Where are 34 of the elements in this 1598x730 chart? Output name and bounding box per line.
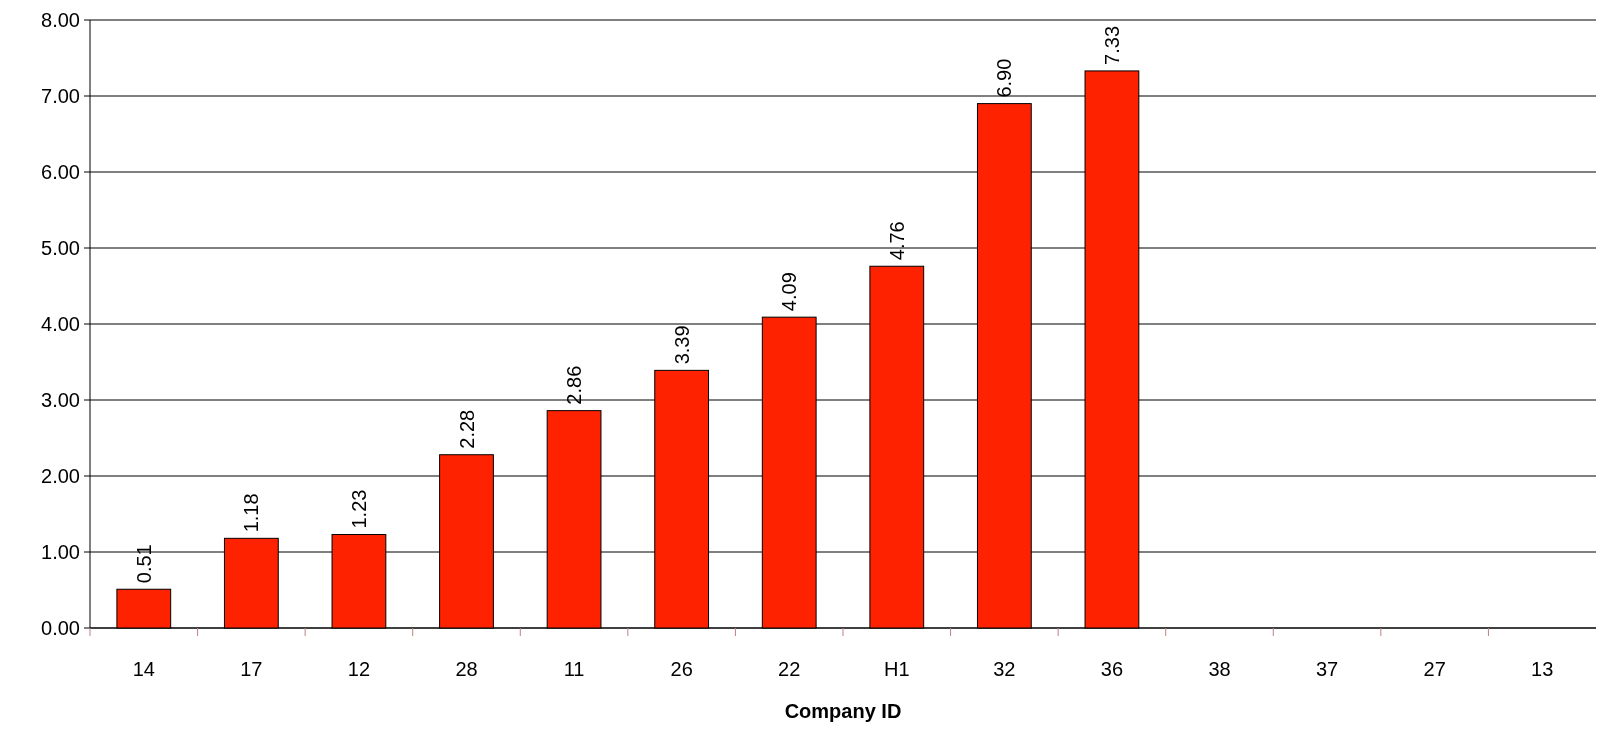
- data-label: 1.23: [347, 489, 370, 529]
- x-tick-label: 26: [670, 658, 693, 680]
- data-label: 2.28: [455, 409, 478, 449]
- y-tick-label: 4.00: [41, 313, 80, 335]
- x-tick-label: 11: [563, 658, 585, 680]
- data-label: 0.51: [132, 544, 155, 584]
- y-tick-label: 1.00: [41, 541, 80, 563]
- y-tick-label: 7.00: [41, 85, 80, 107]
- y-tick-label: 6.00: [41, 161, 80, 183]
- data-label: 4.09: [778, 272, 801, 312]
- y-tick-label: 8.00: [41, 9, 80, 31]
- x-tick-label: 12: [347, 658, 371, 680]
- y-tick-label: 3.00: [41, 389, 80, 411]
- x-tick-label: 17: [240, 658, 263, 680]
- data-label: 6.90: [993, 58, 1016, 98]
- x-tick-label: 38: [1208, 658, 1231, 680]
- x-tick-label: 36: [1100, 658, 1124, 680]
- y-tick-label: 0.00: [41, 617, 80, 639]
- x-tick-label: 32: [993, 658, 1016, 680]
- x-tick-label: 28: [455, 658, 478, 680]
- x-tick-label: H1: [884, 658, 910, 680]
- data-label: 7.33: [1100, 25, 1123, 65]
- x-tick-label: 13: [1531, 658, 1554, 680]
- data-label: 2.86: [563, 365, 586, 405]
- x-tick-label: 37: [1315, 658, 1339, 680]
- x-axis-title: Company ID: [784, 700, 902, 722]
- data-label: 1.18: [240, 493, 263, 533]
- x-tick-label: 22: [778, 658, 801, 680]
- x-tick-label: 27: [1423, 658, 1446, 680]
- data-label: 4.76: [885, 221, 908, 261]
- y-tick-label: 5.00: [41, 237, 80, 259]
- data-label: 3.39: [670, 325, 693, 365]
- y-tick-label: 2.00: [41, 465, 80, 487]
- x-tick-label: 14: [132, 658, 155, 680]
